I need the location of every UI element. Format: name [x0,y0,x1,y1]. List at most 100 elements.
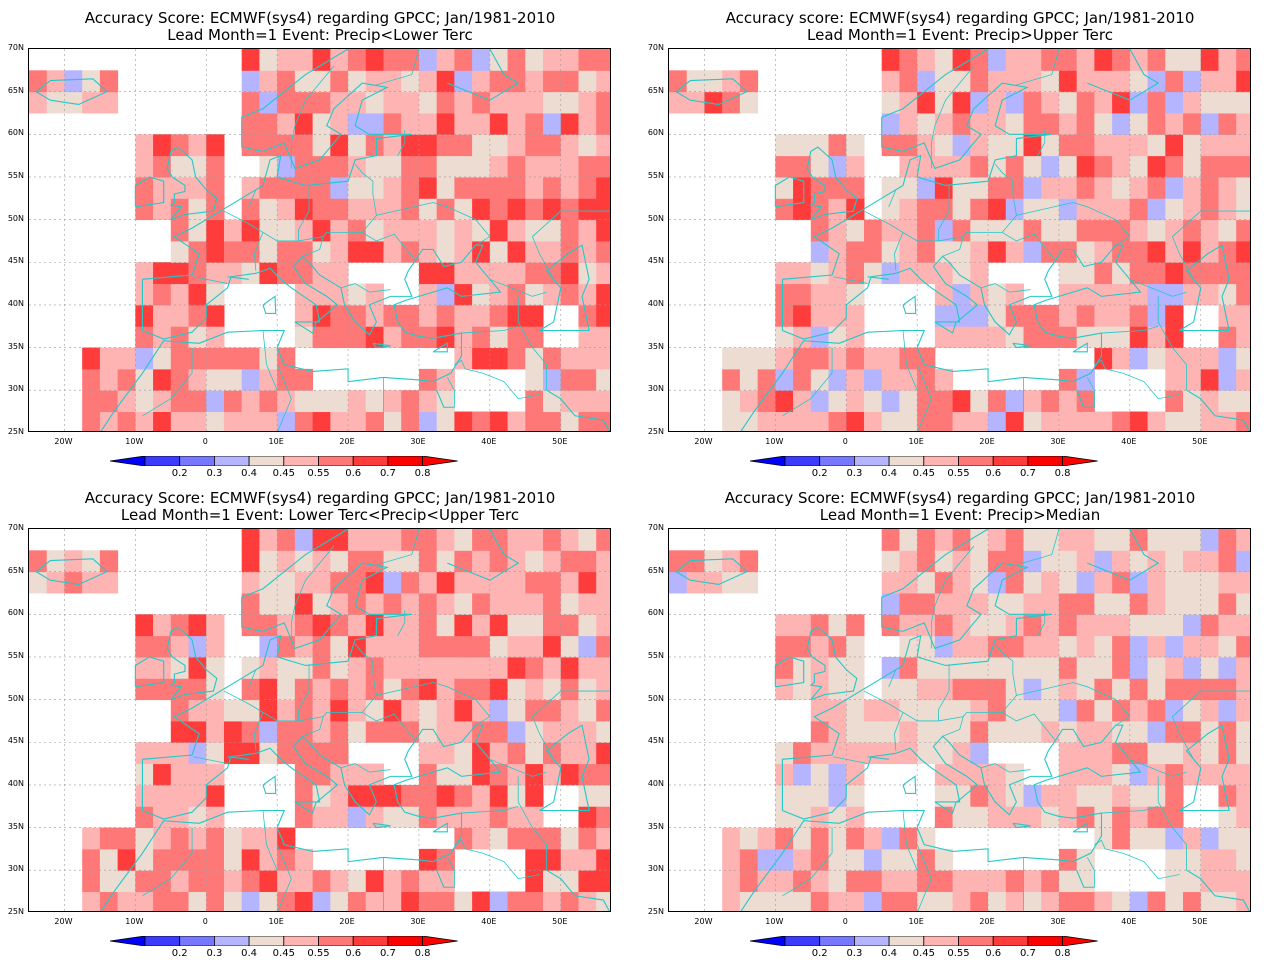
score-cell [507,347,526,370]
score-cell [525,347,544,370]
score-cell [757,390,776,413]
panel-subtitle: Lead Month=1 Event: Lower Terc<Precip<Up… [120,506,520,524]
score-cell [775,848,794,871]
score-cell [206,699,225,722]
score-cell [418,891,438,911]
score-cell [952,411,971,431]
score-cell [899,827,918,850]
colorbar-tick-label: 0.8 [1054,468,1071,479]
score-cell [153,678,172,701]
score-cell [135,891,154,911]
score-cell [828,283,847,306]
score-cell [1183,848,1202,871]
score-cell [952,326,971,349]
score-cell [560,656,579,679]
score-cell [294,870,314,893]
score-cell [312,614,331,637]
score-cell [1129,155,1149,178]
score-cell [1094,326,1113,349]
score-cell [1041,529,1060,551]
score-cell [917,848,936,871]
score-cell [1112,699,1131,722]
score-cell [489,635,509,658]
score-cell [507,635,526,658]
score-cell [952,49,971,71]
score-cell [543,155,562,178]
colorbar-tick-label: 0.7 [1019,948,1036,959]
score-cell [952,720,971,743]
score-cell [259,678,278,701]
latitude-tick-label: 50N [647,693,664,703]
longitude-tick-label: 20E [339,437,355,446]
score-cell [312,891,331,911]
score-cell [29,550,48,573]
score-cell [952,763,971,786]
score-cell [153,176,172,199]
score-cell [596,262,610,285]
colorbar [750,456,1170,466]
country-border [942,236,964,257]
score-cell [1200,91,1219,114]
score-cell [1076,742,1095,765]
score-cell [489,529,509,551]
score-cell [489,283,509,306]
score-cell [294,550,314,573]
score-cell [1005,240,1024,263]
score-cell [259,529,278,551]
score-cell [489,550,509,573]
score-cell [294,155,314,178]
score-cell [793,827,812,850]
score-cell [846,891,865,911]
score-cell [454,411,473,431]
score-cell [1094,155,1113,178]
score-cell [846,411,865,431]
coastline [781,529,1052,811]
score-cell [170,411,190,431]
score-cell [489,347,509,370]
longitude-tick-label: 10W [125,917,144,926]
country-border [248,189,257,207]
score-cell [793,198,812,221]
score-cell [1058,529,1078,551]
score-cell [1076,390,1095,413]
score-cell [383,614,402,637]
colorbar-swatch [248,456,285,466]
score-cell [99,848,119,871]
score-cell [454,891,473,911]
score-cell [348,699,367,722]
score-cell [578,240,597,263]
score-cell [934,678,954,701]
score-cell [578,529,597,551]
score-cell [418,219,438,242]
score-cell [418,656,438,679]
score-cell [436,411,455,431]
score-cell [1200,848,1219,871]
score-cell [348,326,367,349]
score-cell [489,614,509,637]
colorbar-swatch [854,936,890,946]
score-cell [596,656,610,679]
score-cell [934,198,954,221]
score-cell [206,198,225,221]
score-cell [1236,614,1250,637]
coastline [294,801,317,814]
score-cell [757,870,776,893]
score-cell [1058,635,1078,658]
score-cell [560,283,579,306]
score-cell [810,390,830,413]
score-cell [881,49,900,71]
country-border [290,65,335,169]
score-cell [1129,198,1149,221]
score-cell [952,656,971,679]
longitude-tick-label: 40E [1121,437,1137,446]
score-cell [899,592,918,615]
score-cell [881,720,900,743]
score-cell [828,219,847,242]
score-cell [1112,262,1131,285]
score-cell [952,155,971,178]
score-cell [793,784,812,807]
score-cell [472,70,491,93]
colorbar-tick-label: 0.7 [379,468,396,479]
score-cell [543,614,562,637]
score-cell [863,870,883,893]
